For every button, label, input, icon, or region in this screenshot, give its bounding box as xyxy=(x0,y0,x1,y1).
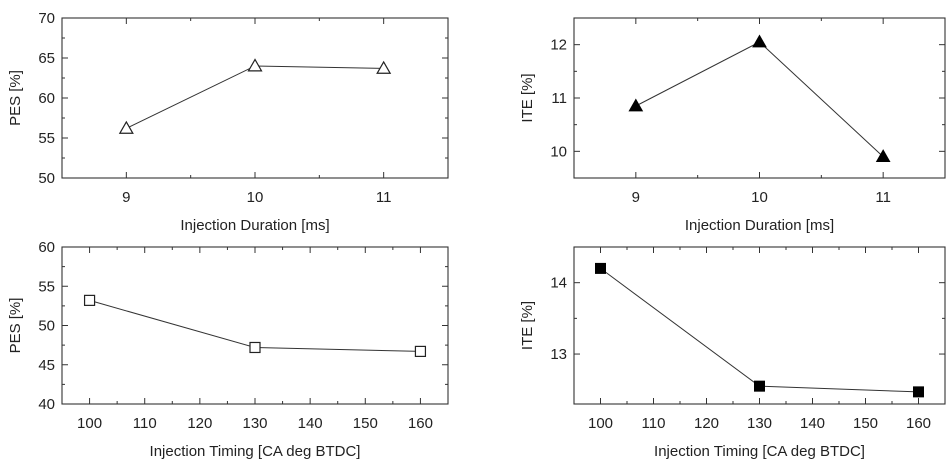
x-tick-label: 100 xyxy=(588,415,613,432)
x-tick-label: 110 xyxy=(133,415,157,432)
chart-pes-timing: 100 110 120 130 140 150 160 40 45 50 55 60 Injection… xyxy=(7,239,449,460)
data-point-triangle xyxy=(376,60,392,74)
x-tick-label: 150 xyxy=(353,415,378,432)
y-tick-label: 12 xyxy=(550,37,567,54)
y-tick-label: 60 xyxy=(38,239,55,256)
data-point-square xyxy=(913,386,924,398)
data-point-square xyxy=(83,294,96,306)
x-tick-label: 11 xyxy=(875,189,891,206)
data-point-triangle xyxy=(247,58,263,72)
y-axis-label: ITE [%] xyxy=(519,301,536,350)
x-tick-label: 160 xyxy=(408,415,433,432)
x-axis-label: Injection Timing [CA deg BTDC] xyxy=(150,443,361,460)
series-line xyxy=(126,65,384,129)
x-tick-label: 140 xyxy=(298,415,323,432)
y-tick-label: 60 xyxy=(38,90,55,107)
plot-frame xyxy=(573,246,946,405)
chart-ite-timing: 100 110 120 130 140 150 160 13 14 Injection Timin… xyxy=(519,246,946,460)
y-tick-label: 50 xyxy=(38,318,55,335)
x-tick-label: 120 xyxy=(694,415,719,432)
x-tick-label: 130 xyxy=(747,415,772,432)
y-tick-label: 13 xyxy=(550,346,567,363)
y-tick-label: 55 xyxy=(38,278,55,295)
series-line xyxy=(600,267,919,393)
y-tick-label: 70 xyxy=(38,10,55,27)
data-point-square xyxy=(595,262,606,274)
x-tick-label: 100 xyxy=(77,415,102,432)
y-tick-label: 55 xyxy=(38,130,55,147)
data-point-triangle xyxy=(628,98,644,112)
plot-frame xyxy=(61,17,449,179)
y-axis-label: ITE [%] xyxy=(519,73,536,122)
y-axis-label: PES [%] xyxy=(7,298,24,354)
plot-frame xyxy=(61,246,449,405)
data-point-triangle xyxy=(875,149,891,163)
data-point-triangle xyxy=(118,120,134,134)
data-point-square xyxy=(249,341,261,354)
y-tick-label: 40 xyxy=(38,396,55,413)
data-point-square xyxy=(414,345,427,358)
x-tick-label: 11 xyxy=(376,189,392,206)
chart-ite-duration: 9 10 11 10 11 12 Injection Duration [ms] ITE [%… xyxy=(519,17,946,234)
x-tick-label: 130 xyxy=(242,415,267,432)
x-tick-label: 150 xyxy=(853,415,878,432)
x-axis-label: Injection Duration [ms] xyxy=(180,217,329,234)
x-axis-label: Injection Duration [ms] xyxy=(685,217,834,234)
x-tick-label: 160 xyxy=(906,415,931,432)
y-tick-label: 11 xyxy=(551,90,567,107)
chart-pes-duration: 9 10 11 50 55 60 65 70 Injection Duration [ms] PE… xyxy=(7,10,449,234)
y-tick-label: 50 xyxy=(38,170,55,187)
y-tick-label: 45 xyxy=(38,357,55,374)
y-tick-label: 65 xyxy=(38,50,55,67)
y-axis-label: PES [%] xyxy=(7,70,24,126)
x-axis-label: Injection Timing [CA deg BTDC] xyxy=(654,443,865,460)
x-tick-label: 110 xyxy=(642,415,666,432)
series-line xyxy=(635,41,884,158)
y-tick-label: 14 xyxy=(550,275,567,292)
x-tick-label: 9 xyxy=(122,189,130,206)
x-tick-label: 120 xyxy=(187,415,212,432)
x-tick-label: 10 xyxy=(751,189,768,206)
x-tick-label: 9 xyxy=(632,189,640,206)
x-tick-label: 10 xyxy=(247,189,264,206)
y-tick-label: 10 xyxy=(550,143,567,160)
data-point-triangle xyxy=(752,34,767,48)
x-tick-label: 140 xyxy=(800,415,825,432)
data-point-square xyxy=(754,380,765,392)
